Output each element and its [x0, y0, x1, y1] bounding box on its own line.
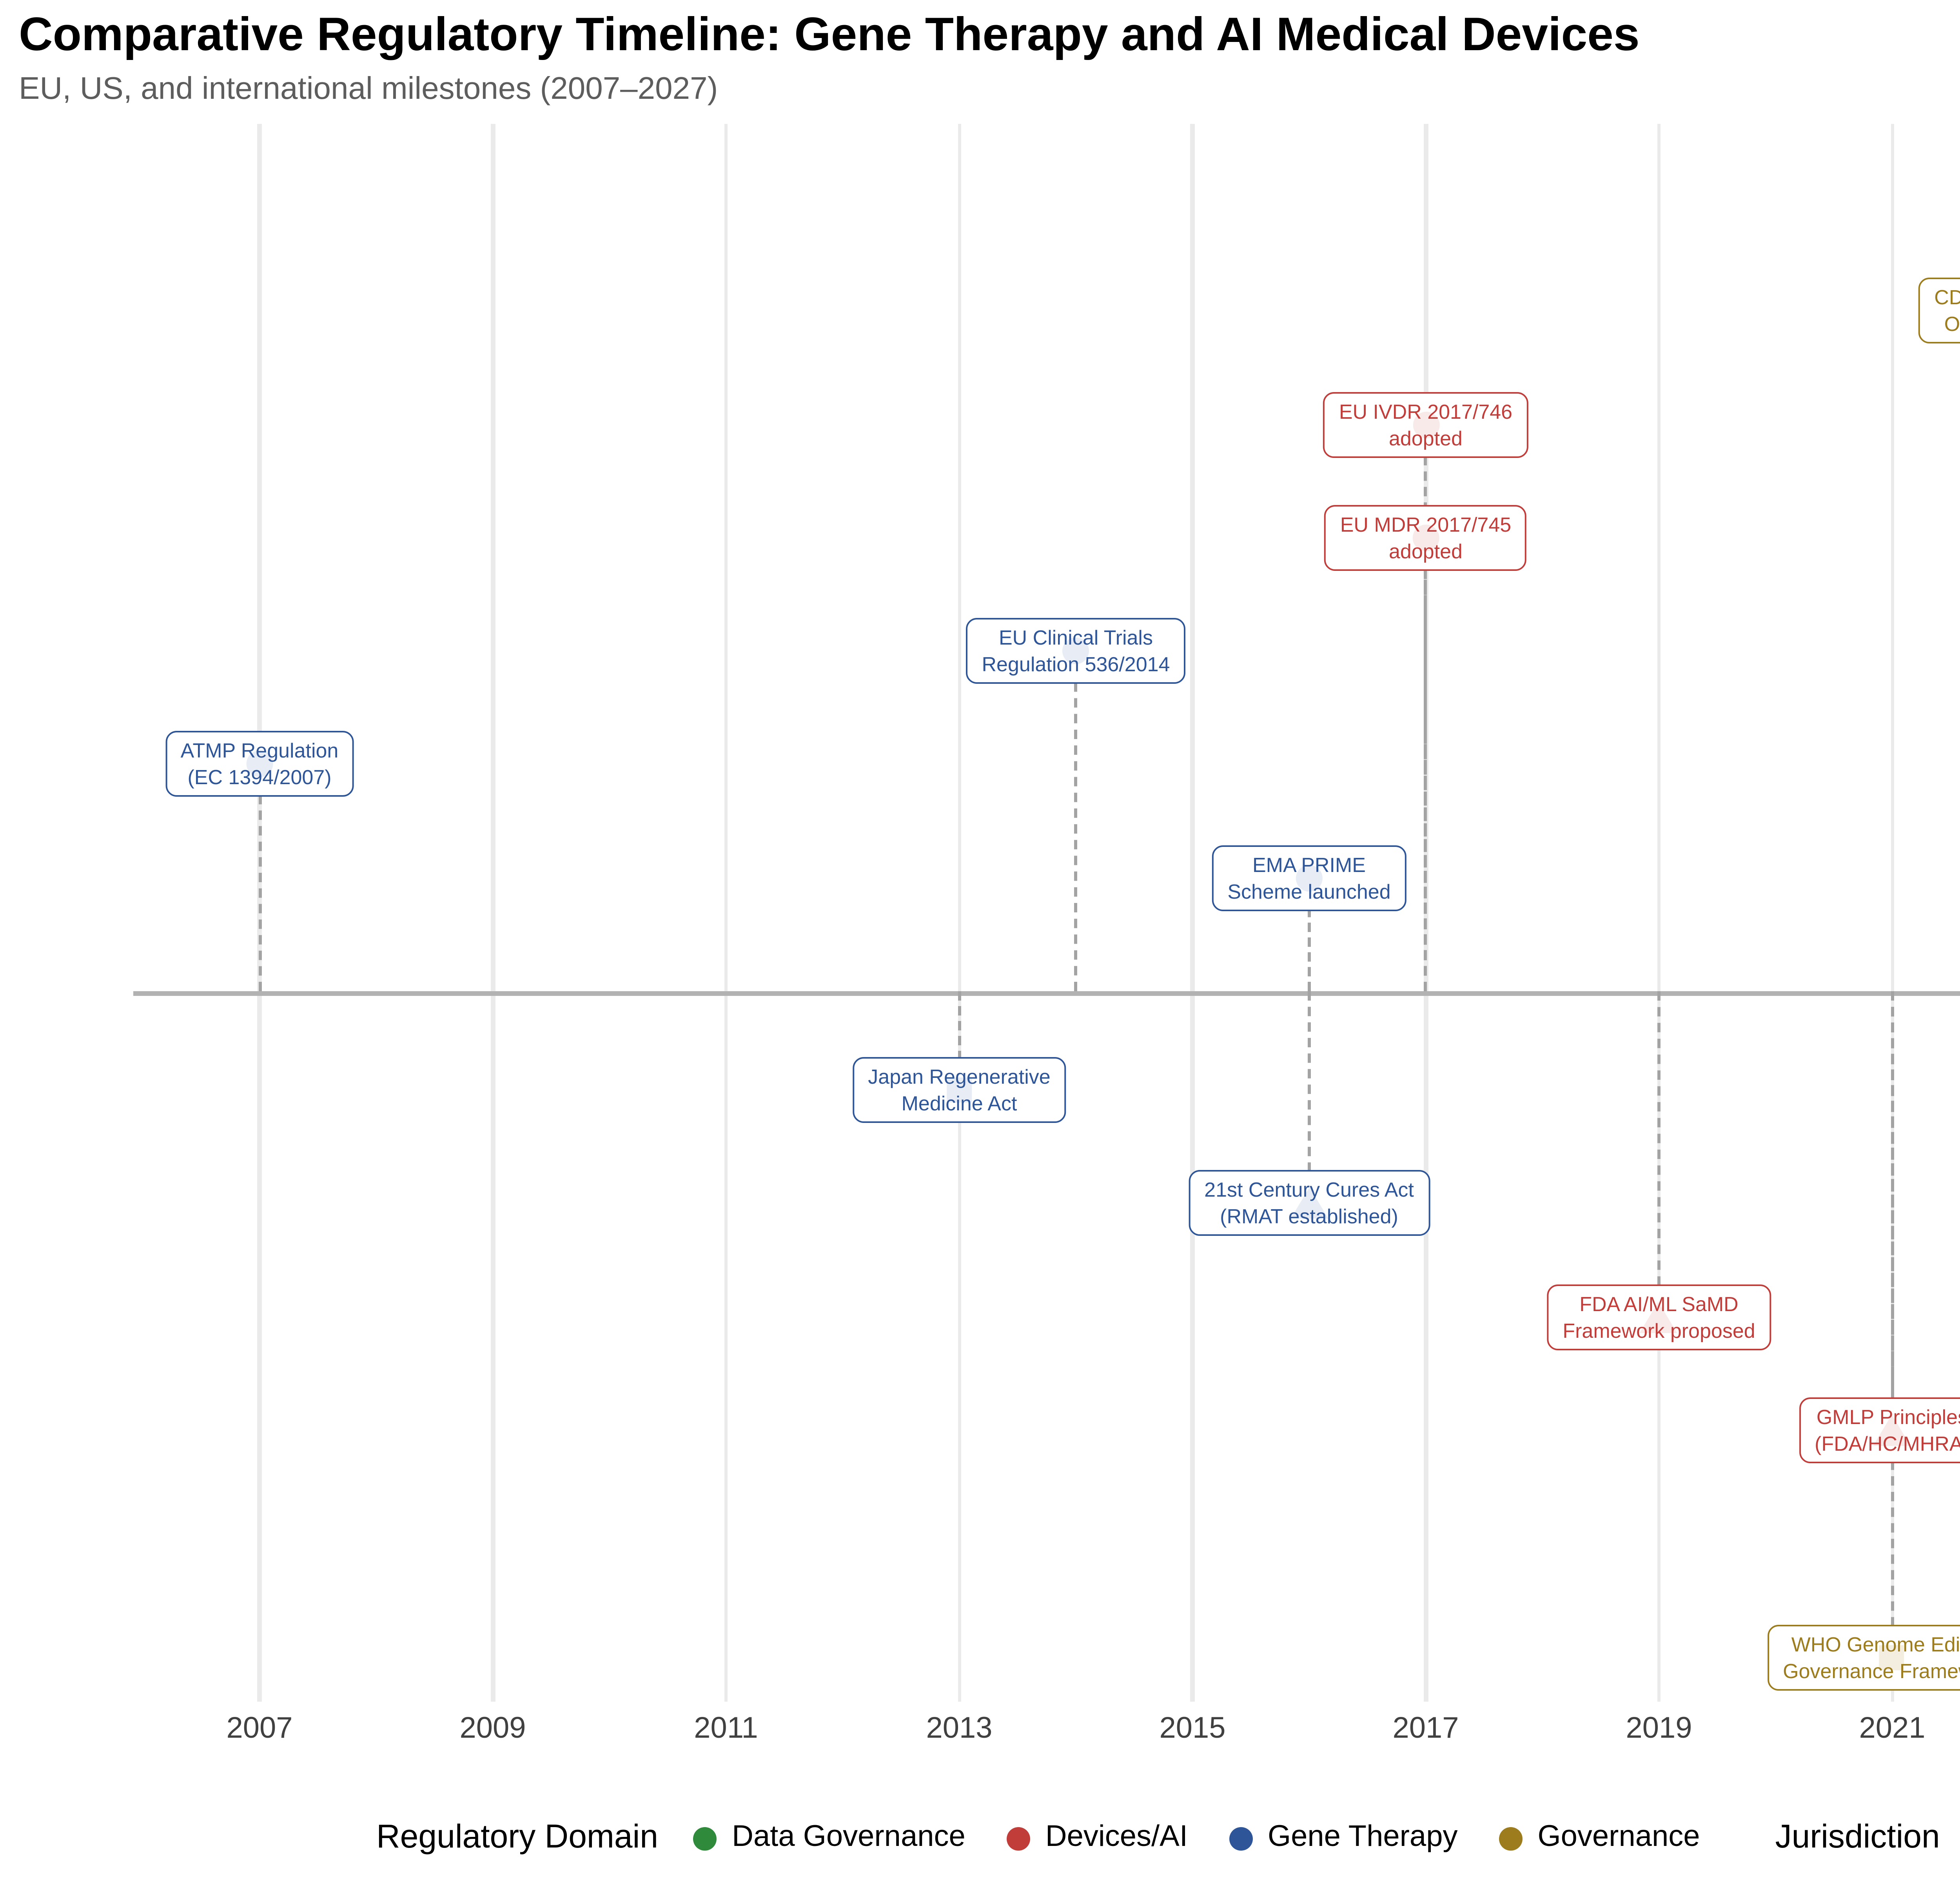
- x-axis-tick-label: 2009: [459, 1713, 526, 1746]
- gridline-year-2013: [957, 124, 961, 1702]
- event-marker-circle-icon: [1062, 638, 1089, 665]
- chart-subtitle: EU, US, and international milestones (20…: [19, 72, 718, 107]
- legend: Regulatory Domain Data Governance Devices…: [376, 1804, 1960, 1873]
- legend-domain-title: Regulatory Domain: [376, 1819, 659, 1855]
- event-label-line2: (EC 1394/2007): [187, 766, 332, 790]
- legend-label: Devices/AI: [1045, 1821, 1188, 1854]
- legend-circle-icon: [1229, 1826, 1252, 1850]
- event-connector-eu-clinical-trials: [1074, 651, 1078, 991]
- event-marker-square-icon: [1879, 1644, 1905, 1669]
- legend-domain-gene-therapy: Gene Therapy: [1229, 1821, 1458, 1855]
- legend-circle-icon: [1006, 1826, 1030, 1850]
- event-label-line1: WHO Genome Editing: [1791, 1632, 1960, 1655]
- event-marker-circle-icon: [1296, 864, 1323, 891]
- x-axis-tick-label: 2007: [226, 1713, 293, 1746]
- event-connector-eu-mdr-2017-745: [1424, 538, 1427, 991]
- gridline-year-2019: [1657, 124, 1661, 1702]
- event-label-line2: adopted: [1388, 426, 1463, 449]
- event-marker-triangle-icon: [1290, 1188, 1328, 1219]
- event-label-gmlp-principles: GMLP Principles (FDA/HC/MHRA): [1799, 1397, 1960, 1463]
- event-label-atmp-regulation: ATMP Regulation (EC 1394/2007): [165, 731, 354, 797]
- legend-label: Governance: [1537, 1821, 1700, 1854]
- gridline-year-2011: [724, 124, 728, 1702]
- event-label-line2: Oviedo Art. 13: [1944, 312, 1960, 336]
- legend-jurisdiction-title: Jurisdiction: [1775, 1819, 1940, 1855]
- event-label-japan-regenerative: Japan Regenerative Medicine Act: [852, 1057, 1066, 1123]
- x-axis-tick-label: 2011: [694, 1713, 758, 1746]
- gridline-year-2009: [491, 124, 495, 1702]
- event-connector-fda-ai-ml-samd: [1657, 991, 1661, 1317]
- event-connector-japan-regenerative: [958, 991, 961, 1090]
- event-label-line1: GMLP Principles: [1816, 1405, 1960, 1429]
- event-label-who-genome-editing: WHO Genome Editing Governance Framework: [1767, 1624, 1960, 1690]
- event-label-line2: Scheme launched: [1227, 879, 1391, 903]
- chart-title: Comparative Regulatory Timeline: Gene Th…: [19, 9, 1640, 61]
- event-marker-circle-icon: [246, 751, 273, 778]
- legend-label: Gene Therapy: [1268, 1821, 1458, 1854]
- event-marker-circle-icon: [1412, 524, 1439, 551]
- legend-domain-governance: Governance: [1498, 1821, 1700, 1855]
- timeline-axis: [133, 991, 1960, 996]
- event-label-line1: FDA AI/ML SaMD: [1579, 1292, 1739, 1315]
- x-axis-tick-label: 2017: [1392, 1713, 1459, 1746]
- event-label-line1: CDBIO reaffirms: [1934, 285, 1960, 309]
- event-marker-triangle-icon: [1640, 1301, 1678, 1333]
- x-axis-tick-label: 2013: [926, 1713, 993, 1746]
- event-label-line1: EU IVDR 2017/746: [1339, 399, 1513, 423]
- event-label-21st-century-cures-act: 21st Century Cures Act (RMAT established): [1189, 1170, 1430, 1237]
- x-axis-tick-label: 2015: [1159, 1713, 1226, 1746]
- event-label-line1: ATMP Regulation: [180, 739, 339, 763]
- event-label-fda-ai-ml-samd: FDA AI/ML SaMD Framework proposed: [1547, 1284, 1771, 1350]
- event-label-line2: Framework proposed: [1563, 1318, 1755, 1342]
- x-axis-tick-label: 2019: [1626, 1713, 1692, 1746]
- event-label-ema-prime: EMA PRIME Scheme launched: [1212, 845, 1406, 911]
- gridline-year-2021: [1890, 124, 1894, 1702]
- event-marker-square-icon: [946, 1077, 972, 1103]
- event-label-line2: Medicine Act: [901, 1092, 1017, 1115]
- event-connector-21st-century-cures-act: [1307, 991, 1311, 1204]
- event-label-line2: Governance Framework: [1783, 1659, 1960, 1682]
- event-label-line1: EMA PRIME: [1252, 852, 1366, 876]
- event-label-eu-ivdr-2017-746: EU IVDR 2017/746 adopted: [1323, 391, 1528, 457]
- event-label-line1: EU Clinical Trials: [999, 626, 1153, 650]
- event-connector-ema-prime: [1307, 877, 1311, 991]
- legend-domain-data-governance: Data Governance: [693, 1821, 965, 1855]
- event-label-line2: adopted: [1389, 539, 1463, 563]
- event-label-line2: Regulation 536/2014: [982, 652, 1170, 676]
- event-label-eu-mdr-2017-745: EU MDR 2017/745 adopted: [1324, 505, 1527, 571]
- event-label-line2: (RMAT established): [1220, 1205, 1398, 1229]
- event-label-line1: Japan Regenerative: [868, 1065, 1051, 1088]
- legend-label: Data Governance: [732, 1821, 965, 1854]
- event-marker-circle-icon: [1412, 411, 1439, 438]
- x-axis-tick-label: 2021: [1859, 1713, 1926, 1746]
- event-label-eu-clinical-trials: EU Clinical Trials Regulation 536/2014: [966, 618, 1186, 684]
- event-label-line1: EU MDR 2017/745: [1340, 512, 1512, 536]
- event-marker-triangle-icon: [1873, 1414, 1911, 1446]
- event-label-line2: (FDA/HC/MHRA): [1815, 1431, 1960, 1455]
- legend-domain-devices-ai: Devices/AI: [1006, 1821, 1188, 1855]
- gridline-year-2015: [1191, 124, 1194, 1702]
- legend-circle-icon: [1498, 1826, 1522, 1850]
- legend-circle-icon: [693, 1826, 717, 1850]
- event-connector-who-genome-editing: [1891, 991, 1894, 1657]
- event-label-line1: 21st Century Cures Act: [1204, 1178, 1414, 1202]
- event-connector-atmp-regulation: [258, 764, 261, 991]
- event-label-cdbio-reaffirms: CDBIO reaffirms Oviedo Art. 13: [1918, 278, 1960, 344]
